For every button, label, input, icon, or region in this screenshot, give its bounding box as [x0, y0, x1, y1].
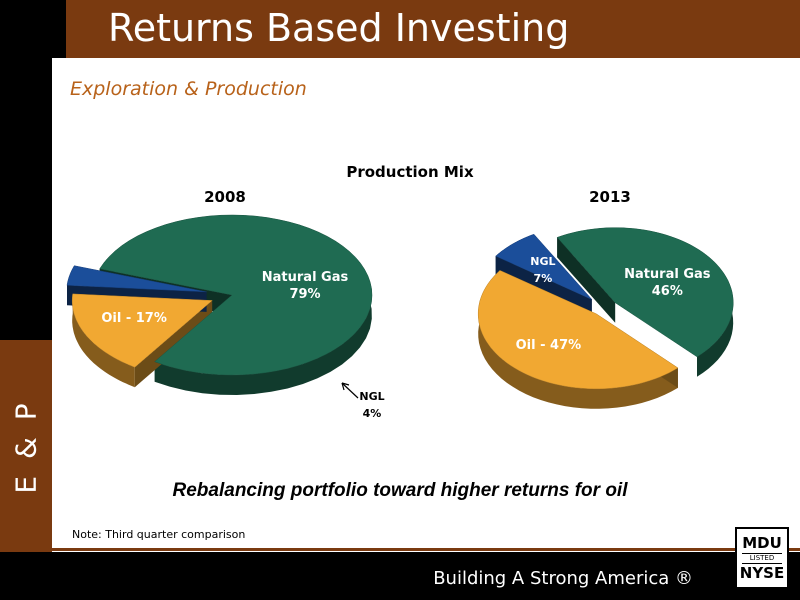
- side-label: E & P: [0, 340, 52, 552]
- pie-slice-2013-1: [477, 270, 679, 390]
- page-title: Returns Based Investing: [108, 6, 570, 50]
- ngl-pointer-arrowhead: [341, 382, 350, 391]
- side-label-text: E & P: [9, 398, 43, 494]
- pie-2013-year-label: 2013: [589, 188, 631, 206]
- pie-slice-side: [72, 293, 135, 388]
- pie-label-2008-1: Oil - 17%: [101, 311, 167, 326]
- footnote: Note: Third quarter comparison: [72, 528, 246, 541]
- ngl-pointer-line: [341, 382, 359, 399]
- left-brown-band: [0, 340, 52, 552]
- logo-line-2: LISTED: [742, 552, 782, 564]
- bottom-black-bar: [52, 552, 800, 600]
- pie-label-2013-0: Natural Gas: [624, 267, 711, 282]
- pie-slice-2008-0: [99, 214, 373, 376]
- pie-slice-2008-1: [71, 293, 213, 368]
- production-mix-chart: Production Mix 2008 2013 Natural Gas 79% O…: [60, 150, 800, 450]
- pie-value-2013-2: 7%: [534, 272, 553, 285]
- pie-label-2008-0: Natural Gas: [262, 270, 349, 285]
- pie-label-2013-1: Oil - 47%: [516, 338, 582, 353]
- chart-title: Production Mix: [346, 163, 474, 181]
- pie-label-2013-2: NGL: [530, 255, 555, 268]
- pie-slice-2008-2: [66, 265, 207, 293]
- pie-label-2008-2: NGL: [359, 390, 384, 403]
- pie-value-2013-0: 46%: [652, 284, 683, 299]
- pie-slice-wall: [557, 237, 616, 323]
- pie-2008-year-label: 2008: [204, 188, 246, 206]
- mdu-nyse-logo: MDU LISTED NYSE: [735, 527, 789, 589]
- footer-slogan: Building A Strong America ®: [433, 568, 693, 589]
- logo-line-1: MDU: [742, 533, 782, 552]
- pie-value-2008-0: 79%: [289, 287, 320, 302]
- title-band: [66, 0, 800, 58]
- bottom-brown-line: [52, 548, 800, 551]
- pie-slice-2013-2: [495, 233, 593, 300]
- logo-line-3: NYSE: [739, 563, 785, 582]
- section-subtitle: Exploration & Production: [70, 78, 307, 100]
- pie-charts-svg: Production Mix 2008 2013 Natural Gas 79% O…: [66, 163, 734, 420]
- pie-slice-wall: [134, 300, 213, 388]
- pie-slice-2013-0: [556, 227, 734, 358]
- tagline: Rebalancing portfolio toward higher retu…: [172, 480, 628, 501]
- pie-value-2008-2: 4%: [363, 407, 382, 420]
